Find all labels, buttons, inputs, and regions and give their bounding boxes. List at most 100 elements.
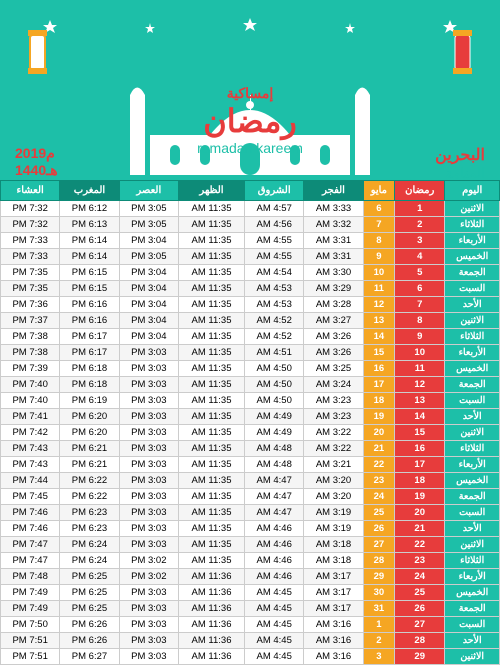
table-cell: AM 4:45 <box>245 649 304 665</box>
table-cell: الجمعة <box>445 377 500 393</box>
table-cell: PM 7:43 <box>1 441 60 457</box>
table-cell: AM 3:20 <box>304 473 363 489</box>
table-cell: AM 3:18 <box>304 537 363 553</box>
table-cell: AM 3:28 <box>304 297 363 313</box>
table-cell: PM 3:03 <box>119 489 178 505</box>
table-cell: AM 11:35 <box>178 489 244 505</box>
table-cell: الأحد <box>445 633 500 649</box>
table-cell: PM 6:18 <box>60 361 119 377</box>
table-cell: PM 7:36 <box>1 297 60 313</box>
table-row: PM 7:51PM 6:26PM 3:03AM 11:36AM 4:45AM 3… <box>1 633 500 649</box>
title-block: إمساكية رمضان ramadan kareem <box>197 85 303 156</box>
table-cell: 15 <box>395 425 445 441</box>
table-cell: 11 <box>395 361 445 377</box>
table-cell: PM 3:04 <box>119 313 178 329</box>
table-cell: PM 7:51 <box>1 633 60 649</box>
table-cell: 24 <box>363 489 394 505</box>
table-cell: AM 4:50 <box>245 393 304 409</box>
table-cell: الأحد <box>445 297 500 313</box>
table-row: PM 7:42PM 6:20PM 3:03AM 11:35AM 4:49AM 3… <box>1 425 500 441</box>
table-row: PM 7:41PM 6:20PM 3:03AM 11:35AM 4:49AM 3… <box>1 409 500 425</box>
table-cell: AM 3:25 <box>304 361 363 377</box>
table-row: PM 7:43PM 6:21PM 3:03AM 11:35AM 4:48AM 3… <box>1 441 500 457</box>
table-cell: AM 11:35 <box>178 233 244 249</box>
table-cell: PM 7:51 <box>1 649 60 665</box>
prayer-times-table: العشاءالمغربالعصرالظهرالشروقالفجرمايورمض… <box>0 180 500 665</box>
table-cell: 25 <box>363 505 394 521</box>
table-cell: AM 4:45 <box>245 601 304 617</box>
table-cell: السبت <box>445 505 500 521</box>
table-cell: AM 11:35 <box>178 425 244 441</box>
table-cell: PM 3:05 <box>119 217 178 233</box>
table-cell: PM 6:26 <box>60 617 119 633</box>
table-cell: PM 3:03 <box>119 473 178 489</box>
table-cell: AM 11:35 <box>178 457 244 473</box>
table-cell: PM 3:03 <box>119 601 178 617</box>
table-cell: PM 7:47 <box>1 553 60 569</box>
table-cell: PM 7:45 <box>1 489 60 505</box>
table-cell: الأحد <box>445 409 500 425</box>
table-cell: PM 7:42 <box>1 425 60 441</box>
table-cell: 16 <box>395 441 445 457</box>
table-cell: AM 4:54 <box>245 265 304 281</box>
table-cell: PM 6:26 <box>60 633 119 649</box>
table-cell: الثلاثاء <box>445 329 500 345</box>
table-cell: PM 7:35 <box>1 281 60 297</box>
table-header-cell: المغرب <box>60 181 119 201</box>
header-banner: إمساكية رمضان ramadan kareem البحرين الم… <box>0 0 500 180</box>
table-cell: AM 4:55 <box>245 249 304 265</box>
table-cell: AM 3:23 <box>304 393 363 409</box>
table-cell: السبت <box>445 393 500 409</box>
table-cell: 4 <box>395 249 445 265</box>
table-cell: AM 4:53 <box>245 297 304 313</box>
table-cell: PM 3:03 <box>119 393 178 409</box>
table-header-cell: الظهر <box>178 181 244 201</box>
table-cell: PM 6:17 <box>60 345 119 361</box>
table-cell: 2 <box>395 217 445 233</box>
location-country: البحرين <box>435 145 485 165</box>
table-row: PM 7:45PM 6:22PM 3:03AM 11:35AM 4:47AM 3… <box>1 489 500 505</box>
table-cell: AM 3:16 <box>304 617 363 633</box>
table-cell: 22 <box>363 457 394 473</box>
table-cell: AM 3:30 <box>304 265 363 281</box>
table-cell: PM 3:03 <box>119 633 178 649</box>
table-header-cell: اليوم <box>445 181 500 201</box>
table-cell: AM 11:35 <box>178 281 244 297</box>
table-header-row: العشاءالمغربالعصرالظهرالشروقالفجرمايورمض… <box>1 181 500 201</box>
table-cell: 12 <box>395 377 445 393</box>
table-cell: 27 <box>363 537 394 553</box>
table-cell: 26 <box>395 601 445 617</box>
table-cell: AM 4:56 <box>245 217 304 233</box>
table-cell: 21 <box>395 521 445 537</box>
table-cell: AM 4:45 <box>245 585 304 601</box>
table-cell: PM 3:04 <box>119 297 178 313</box>
table-row: PM 7:48PM 6:25PM 3:02AM 11:36AM 4:46AM 3… <box>1 569 500 585</box>
table-row: PM 7:44PM 6:22PM 3:03AM 11:35AM 4:47AM 3… <box>1 473 500 489</box>
table-cell: الجمعة <box>445 489 500 505</box>
table-cell: AM 3:20 <box>304 489 363 505</box>
table-cell: AM 11:35 <box>178 345 244 361</box>
table-cell: 20 <box>363 425 394 441</box>
table-cell: PM 3:03 <box>119 409 178 425</box>
table-cell: AM 3:22 <box>304 441 363 457</box>
table-cell: 14 <box>363 329 394 345</box>
table-cell: PM 7:48 <box>1 569 60 585</box>
table-cell: AM 11:35 <box>178 361 244 377</box>
table-cell: AM 3:17 <box>304 569 363 585</box>
table-cell: 17 <box>395 457 445 473</box>
table-row: PM 7:36PM 6:16PM 3:04AM 11:35AM 4:53AM 3… <box>1 297 500 313</box>
table-cell: PM 6:20 <box>60 409 119 425</box>
table-cell: PM 6:21 <box>60 441 119 457</box>
table-cell: AM 3:24 <box>304 377 363 393</box>
table-cell: PM 3:03 <box>119 537 178 553</box>
table-cell: السبت <box>445 617 500 633</box>
table-cell: 24 <box>395 569 445 585</box>
table-cell: AM 4:55 <box>245 233 304 249</box>
table-cell: AM 3:26 <box>304 329 363 345</box>
year-gregorian: 2019م <box>15 145 58 162</box>
table-cell: PM 7:35 <box>1 265 60 281</box>
table-cell: AM 4:45 <box>245 633 304 649</box>
table-cell: AM 3:17 <box>304 601 363 617</box>
table-cell: AM 4:47 <box>245 489 304 505</box>
table-cell: PM 3:02 <box>119 569 178 585</box>
